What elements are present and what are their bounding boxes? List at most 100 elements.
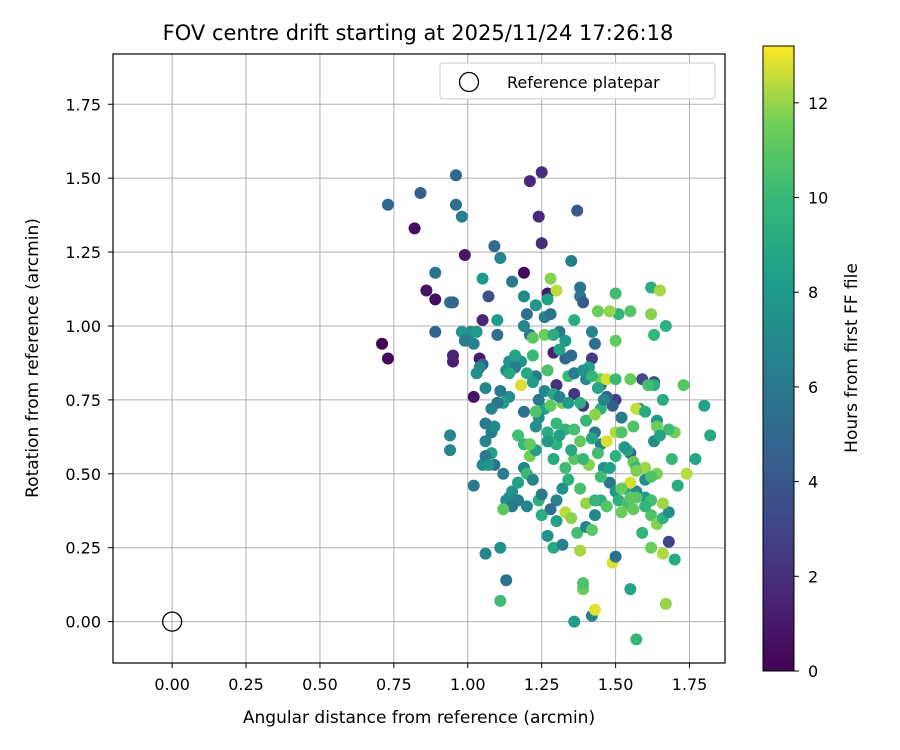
data-point — [565, 444, 578, 457]
data-point — [577, 364, 590, 377]
data-point — [497, 503, 510, 516]
data-point — [526, 331, 539, 344]
data-point — [381, 198, 394, 211]
data-point — [381, 352, 394, 365]
data-point — [517, 405, 530, 418]
data-point — [479, 547, 492, 560]
data-point — [624, 583, 637, 596]
data-point — [544, 308, 557, 321]
data-point — [609, 334, 622, 347]
data-point — [615, 411, 628, 424]
reference-platepar-marker — [161, 611, 183, 632]
y-tick-label: 1.00 — [65, 317, 101, 336]
data-point — [479, 435, 492, 448]
data-point — [562, 396, 575, 409]
data-point — [444, 444, 457, 457]
data-point — [698, 399, 711, 412]
data-point — [624, 373, 637, 386]
data-point — [420, 284, 433, 297]
data-point — [574, 544, 587, 557]
data-point — [467, 479, 480, 492]
data-point — [523, 438, 536, 451]
colorbar-tick-label: 0 — [808, 662, 818, 681]
data-point — [550, 284, 563, 297]
data-point — [609, 550, 622, 563]
data-point — [665, 453, 678, 466]
data-point — [585, 432, 598, 445]
data-point — [603, 305, 616, 318]
data-point — [609, 287, 622, 300]
data-point — [603, 476, 616, 489]
data-point — [429, 293, 442, 306]
data-point — [574, 396, 587, 409]
data-point — [414, 186, 427, 199]
y-tick-label: 1.25 — [65, 243, 101, 262]
data-point — [494, 385, 507, 398]
data-point — [559, 461, 572, 474]
data-point — [470, 325, 483, 338]
colorbar — [762, 45, 795, 672]
data-point — [547, 328, 560, 341]
data-point — [547, 453, 560, 466]
data-point — [645, 308, 658, 321]
legend: Reference platepar — [439, 62, 716, 100]
data-point — [642, 379, 655, 392]
data-point — [630, 633, 643, 646]
data-point — [574, 482, 587, 495]
data-point — [497, 467, 510, 480]
data-point — [574, 281, 587, 294]
x-tick-label: 0.25 — [228, 675, 264, 694]
data-point — [597, 393, 610, 406]
data-point — [556, 538, 569, 551]
data-point — [494, 594, 507, 607]
data-point — [529, 405, 542, 418]
data-point — [600, 373, 613, 386]
data-point — [577, 296, 590, 309]
data-point — [550, 417, 563, 430]
data-point — [668, 553, 681, 566]
data-point — [568, 615, 581, 628]
data-point — [535, 166, 548, 179]
colorbar-tick-label: 12 — [808, 94, 828, 113]
x-axis-label: Angular distance from reference (arcmin) — [243, 708, 595, 728]
legend-box — [439, 62, 716, 100]
x-tick-label: 0.00 — [154, 675, 190, 694]
data-point — [568, 387, 581, 400]
data-point — [482, 290, 495, 303]
data-point — [574, 435, 587, 448]
data-point — [535, 509, 548, 522]
data-point — [550, 515, 563, 528]
data-point — [467, 390, 480, 403]
data-point — [585, 370, 598, 383]
data-point — [636, 526, 649, 539]
data-point — [565, 254, 578, 267]
data-point — [571, 204, 584, 217]
data-point — [517, 290, 530, 303]
data-point — [429, 266, 442, 279]
x-tick-label: 1.00 — [450, 675, 486, 694]
x-tick-label: 0.75 — [376, 675, 412, 694]
data-point — [624, 476, 637, 489]
data-point — [541, 435, 554, 448]
data-point — [482, 458, 495, 471]
data-point — [488, 240, 501, 253]
data-point — [662, 535, 675, 548]
data-point — [449, 169, 462, 182]
data-point — [656, 497, 669, 510]
grid-lines — [113, 54, 725, 663]
data-point — [588, 509, 601, 522]
data-point — [704, 429, 717, 442]
data-point — [568, 423, 581, 436]
data-point — [568, 314, 581, 327]
data-point — [585, 325, 598, 338]
data-point — [603, 461, 616, 474]
y-tick-label: 0.25 — [65, 539, 101, 558]
data-point — [609, 373, 622, 386]
chart-title: FOV centre drift starting at 2025/11/24 … — [163, 21, 674, 45]
data-point — [517, 266, 530, 279]
data-point — [520, 367, 533, 380]
data-point — [562, 473, 575, 486]
data-point — [565, 512, 578, 525]
data-point — [449, 198, 462, 211]
data-point — [600, 435, 613, 448]
